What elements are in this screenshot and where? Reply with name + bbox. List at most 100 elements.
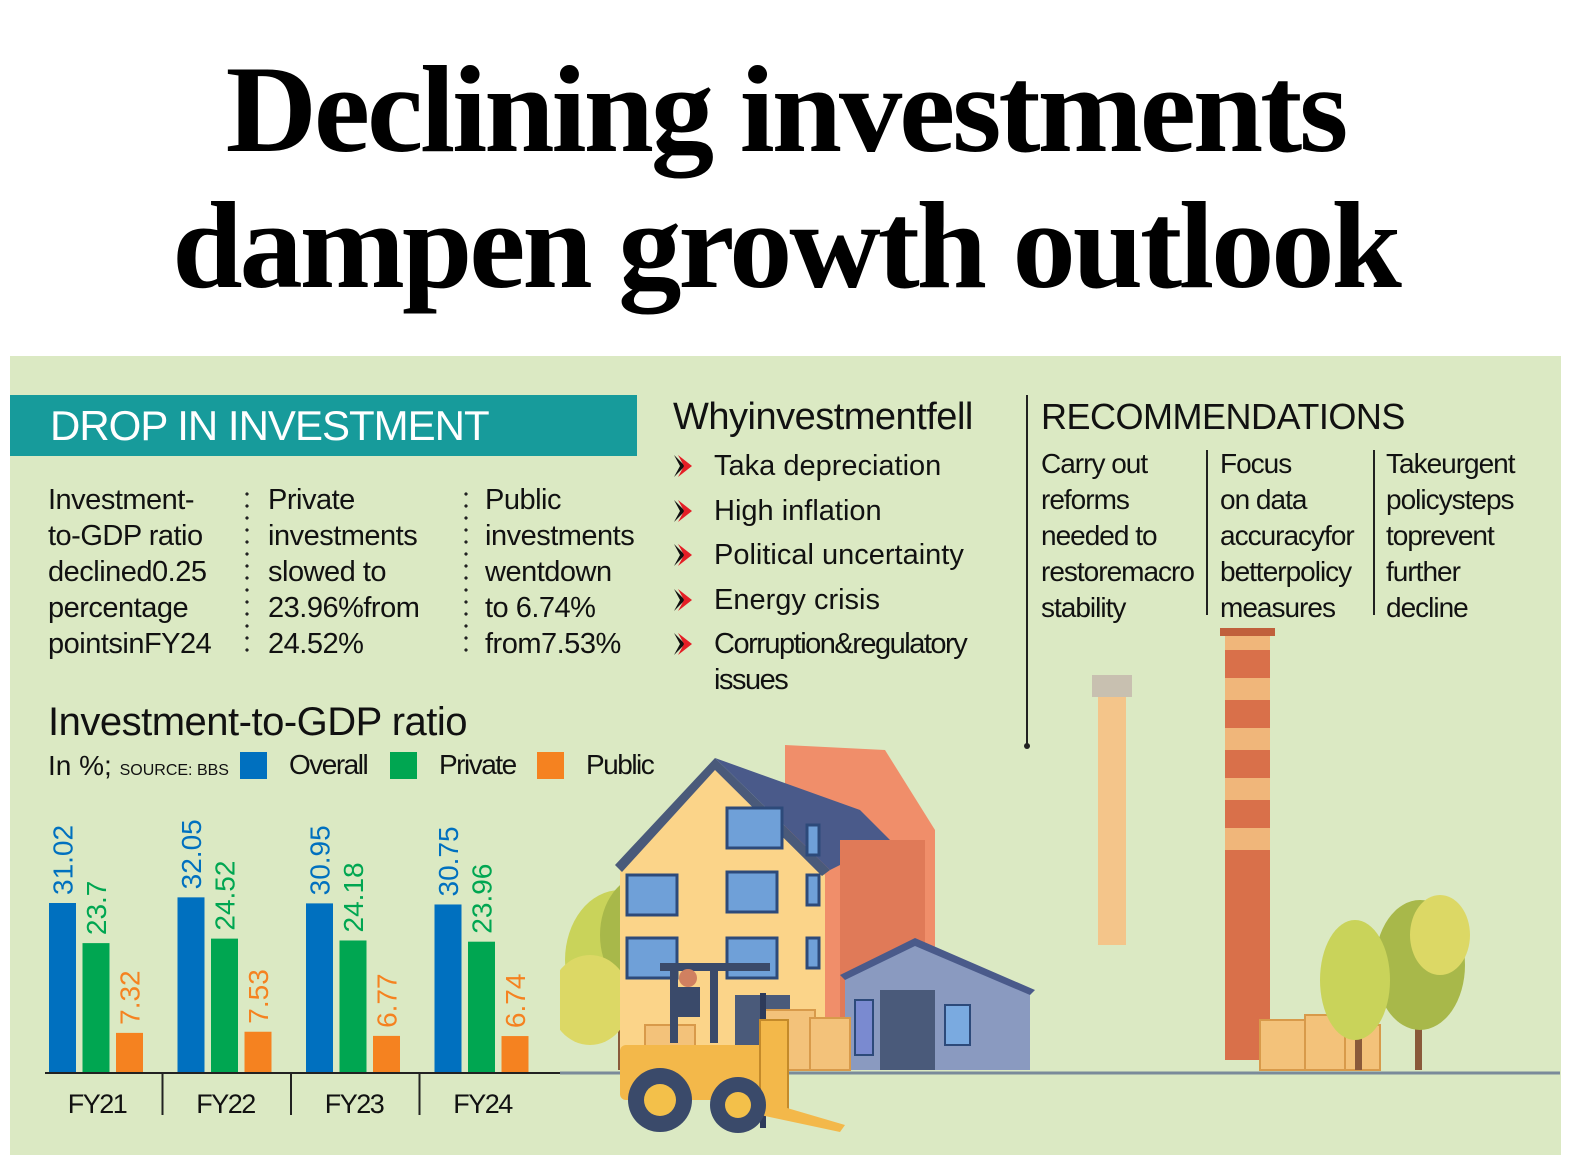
data-label-overall-fy22: 32.05 — [176, 819, 207, 889]
stat-line: percentage — [48, 592, 189, 624]
data-label-public-fy23: 6.77 — [372, 973, 403, 1028]
x-tick-label: FY24 — [453, 1089, 513, 1119]
why-item-text: High inflation — [714, 494, 882, 527]
stat-private: Private investments slowed to 23.96%from… — [268, 482, 420, 662]
data-label-private-fy24: 23.96 — [467, 864, 498, 934]
why-item: Energy crisis — [672, 582, 966, 627]
stat-line: to-GDP ratio — [48, 520, 203, 552]
why-item: High inflation — [672, 493, 966, 538]
why-title: Whyinvestmentfell — [673, 396, 973, 438]
rec-line: stability — [1041, 592, 1126, 623]
why-item: Political uncertainty — [672, 537, 966, 582]
rec-line: further — [1386, 556, 1461, 587]
data-label-overall-fy24: 30.75 — [433, 826, 464, 896]
stat-public: Public investments wentdown to 6.74% fro… — [485, 482, 635, 662]
stat-line: from7.53% — [485, 628, 621, 660]
chart-unit: In %; — [48, 750, 112, 781]
bar-public-fy21 — [116, 1032, 143, 1073]
legend-swatch-overall — [240, 751, 267, 779]
why-item-text: Corruption&regulatory — [714, 628, 968, 660]
stat-overall: Investment- to-GDP ratio declined0.25 pe… — [48, 482, 212, 662]
chimney-icon — [1220, 628, 1275, 1060]
legend-swatch-public — [537, 751, 564, 779]
why-item-text: issues — [714, 664, 789, 696]
rec-line: decline — [1386, 592, 1469, 623]
headline-line-1: Declining investments — [225, 41, 1349, 178]
bar-overall-fy22 — [177, 897, 205, 1073]
recommendation-1: Carry out reforms needed to restoremacro… — [1041, 446, 1195, 626]
x-tick-label: FY21 — [68, 1089, 127, 1119]
factory-illustration — [560, 620, 1560, 1133]
legend-label: Private — [439, 749, 517, 780]
red-double-chevron-icon — [674, 455, 692, 477]
data-label-private-fy21: 23.7 — [81, 881, 112, 936]
stat-line: to 6.74% — [485, 592, 596, 624]
why-item-text: Energy crisis — [714, 583, 880, 616]
dotted-divider — [245, 488, 249, 660]
headline: Declining investments dampen growth outl… — [0, 42, 1571, 314]
bar-public-fy23 — [373, 1035, 400, 1073]
rec-line: Takeurgent — [1386, 448, 1516, 479]
stat-line: pointsinFY24 — [48, 628, 212, 660]
why-item: Taka depreciation — [672, 448, 966, 493]
legend-public: Public — [537, 749, 655, 780]
rec-line: Carry out — [1041, 448, 1148, 479]
recommendation-3: Takeurgent policysteps toprevent further… — [1386, 446, 1516, 626]
bar-private-fy21 — [82, 943, 110, 1073]
warehouse — [840, 938, 1035, 1070]
rec-line: toprevent — [1386, 520, 1495, 551]
dotted-divider — [464, 488, 468, 660]
bar-overall-fy23 — [306, 903, 333, 1073]
x-tick-label: FY22 — [196, 1089, 255, 1119]
rec-line: needed to — [1041, 520, 1158, 551]
chart-subtitle: In %; SOURCE: BBS — [48, 748, 229, 789]
headline-line-2: dampen growth outlook — [172, 177, 1402, 314]
data-label-overall-fy23: 30.95 — [305, 825, 336, 895]
rec-divider — [1206, 450, 1208, 615]
red-double-chevron-icon — [674, 544, 692, 566]
data-label-public-fy21: 7.32 — [115, 970, 146, 1025]
forklift-icon — [620, 963, 845, 1133]
legend-overall: Overall — [240, 749, 369, 780]
rec-line: betterpolicy — [1220, 556, 1352, 587]
pointer-dot — [1024, 743, 1030, 749]
stat-line: 23.96%from — [268, 592, 420, 624]
data-label-private-fy22: 24.52 — [210, 861, 241, 931]
stat-line: 24.52% — [268, 628, 364, 660]
legend-swatch-private — [390, 751, 417, 779]
rec-line: reforms — [1041, 484, 1130, 515]
red-double-chevron-icon — [674, 499, 692, 522]
why-item-text: Political uncertainty — [714, 539, 964, 571]
legend-private: Private — [390, 749, 517, 780]
section-divider — [1026, 395, 1028, 625]
rec-divider — [1373, 450, 1375, 615]
rec-line: measures — [1220, 592, 1336, 623]
recommendation-2: Focus on data accuracyfor betterpolicy m… — [1220, 446, 1355, 626]
stat-line: wentdown — [485, 556, 612, 588]
bar-overall-fy24 — [434, 904, 462, 1073]
drop-in-investment-header: DROP IN INVESTMENT — [10, 395, 637, 456]
rec-line: on data — [1220, 484, 1307, 515]
data-label-public-fy24: 6.74 — [500, 974, 531, 1028]
rec-line: restoremacro — [1041, 556, 1195, 587]
tree-icon — [1375, 895, 1470, 1070]
recommendations-title: RECOMMENDATIONS — [1041, 396, 1405, 437]
bar-private-fy24 — [468, 941, 495, 1073]
legend-label: Overall — [289, 749, 369, 780]
x-tick-label: FY23 — [325, 1089, 384, 1119]
tree-icon — [1320, 920, 1390, 1070]
data-label-private-fy23: 24.18 — [338, 862, 369, 932]
stat-line: Investment- — [48, 484, 195, 516]
stat-line: slowed to — [268, 556, 387, 588]
rec-line: Focus — [1220, 448, 1292, 479]
bar-overall-fy21 — [49, 903, 76, 1073]
data-label-overall-fy21: 31.02 — [48, 825, 79, 895]
why-item-text: Taka depreciation — [714, 450, 942, 482]
rec-line: accuracyfor — [1220, 520, 1355, 551]
legend-label: Public — [586, 749, 655, 780]
chart-title: Investment-to-GDP ratio — [48, 700, 468, 744]
red-double-chevron-icon — [674, 633, 692, 655]
bar-public-fy24 — [501, 1036, 529, 1073]
stat-line: investments — [485, 520, 635, 552]
stat-line: Private — [268, 484, 355, 516]
